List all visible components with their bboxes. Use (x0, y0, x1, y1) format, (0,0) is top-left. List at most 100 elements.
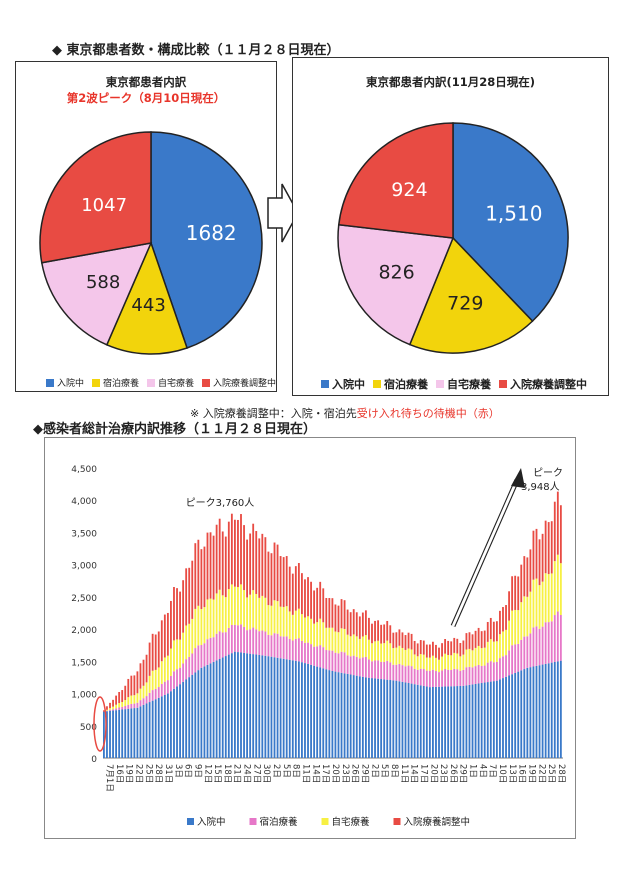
bar-segment (489, 639, 492, 662)
bar-segment (240, 514, 242, 585)
x-tick-label: 7月1日 (104, 764, 114, 792)
bar-segment (139, 700, 142, 707)
bar-segment (371, 661, 373, 679)
bar-segment (526, 667, 529, 758)
bar-segment (334, 604, 337, 632)
bar-segment (185, 659, 188, 680)
bar-day (139, 663, 142, 758)
bar-segment (328, 627, 331, 651)
bar-segment (157, 667, 160, 688)
bar-segment (474, 630, 477, 648)
x-tick-label: 17日 (418, 764, 428, 783)
bar-segment (166, 612, 169, 656)
bar-segment (361, 676, 364, 758)
bar-day (425, 644, 428, 758)
bar-segment (422, 654, 425, 670)
pie-value-label: 826 (378, 261, 414, 283)
bar-segment (288, 611, 291, 639)
bar-segment (148, 692, 151, 703)
bar-segment (407, 632, 410, 649)
bar-segment (499, 658, 501, 680)
bar-segment (307, 616, 309, 643)
bar-day (541, 533, 544, 758)
y-tick-label: 4,000 (71, 497, 97, 507)
bar-segment (276, 657, 279, 758)
pie-slice-0 (150, 131, 263, 349)
bar-segment (492, 662, 495, 682)
bar-segment (474, 666, 477, 684)
x-tick-label: 5日 (281, 764, 291, 778)
bar-segment (133, 675, 136, 696)
bar-day (170, 600, 172, 758)
bar-segment (386, 660, 389, 680)
bar-segment (215, 660, 218, 758)
x-tick-label: 2日 (369, 764, 379, 778)
legend-label: 宿泊療養 (384, 378, 428, 391)
bar-segment (377, 620, 379, 641)
bar-segment (462, 654, 465, 670)
bar-segment (170, 691, 172, 758)
bar-segment (544, 663, 547, 758)
bar-segment (477, 683, 480, 758)
bar-segment (368, 659, 370, 678)
bar-segment (541, 626, 544, 665)
bar-segment (368, 677, 370, 758)
bar-segment (334, 631, 337, 653)
bar-segment (340, 672, 343, 758)
bar-segment (163, 614, 166, 658)
bar-segment (118, 707, 121, 710)
bar-segment (465, 667, 468, 686)
bar-segment (203, 643, 206, 667)
bar-segment (297, 608, 300, 639)
bar-segment (258, 597, 261, 632)
bar-day (535, 528, 538, 758)
bar-day (337, 605, 340, 758)
peak-annotation-1: ピーク3,760人 (186, 497, 255, 509)
bar-segment (291, 640, 294, 661)
x-tick-label: 6日 (183, 764, 193, 778)
bar-day (468, 632, 471, 758)
bar-segment (294, 638, 297, 661)
bar-segment (550, 573, 553, 622)
bar-segment (115, 710, 118, 758)
bar-segment (401, 665, 404, 682)
x-tick-label: 11日 (301, 764, 311, 783)
legend-item-hospital: 入院中 (46, 376, 84, 389)
bar-segment (343, 673, 346, 758)
bar-segment (142, 698, 145, 705)
legend-item-pending: 入院療養調整中 (499, 376, 587, 392)
bar-day (435, 644, 437, 758)
bar-segment (291, 660, 294, 758)
bar-segment (270, 656, 273, 758)
x-tick-label: 22日 (133, 764, 143, 783)
bar-day (492, 621, 495, 758)
bar-segment (246, 653, 249, 758)
bar-segment (166, 693, 169, 758)
bar-segment (450, 670, 453, 687)
bar-segment (364, 635, 367, 657)
bar-segment (395, 632, 398, 648)
bar-segment (282, 557, 285, 607)
bar-segment (432, 669, 434, 687)
bar-day (392, 632, 395, 758)
right-panel-title: 東京都患者内訳(11月28日現在) (365, 75, 536, 89)
pie-slice-1 (105, 240, 189, 355)
bar-segment (404, 635, 407, 650)
x-tick-label: 8日 (291, 764, 301, 778)
bar-segment (538, 665, 541, 758)
bar-segment (428, 657, 431, 671)
bar-segment (559, 614, 562, 661)
bar-day (279, 556, 282, 758)
bar-segment (325, 597, 328, 628)
bar-day (313, 590, 316, 758)
bar-segment (541, 533, 544, 582)
bar-day (352, 609, 355, 758)
left-panel-subtitle: 第2波ピーク（8月10日現在） (66, 91, 226, 105)
bar-segment (124, 709, 127, 758)
bar-segment (285, 636, 288, 660)
bar-segment (529, 591, 532, 634)
bar-segment (374, 660, 376, 679)
bar-segment (535, 665, 538, 758)
bar-segment (310, 664, 312, 758)
bar-segment (441, 656, 443, 671)
